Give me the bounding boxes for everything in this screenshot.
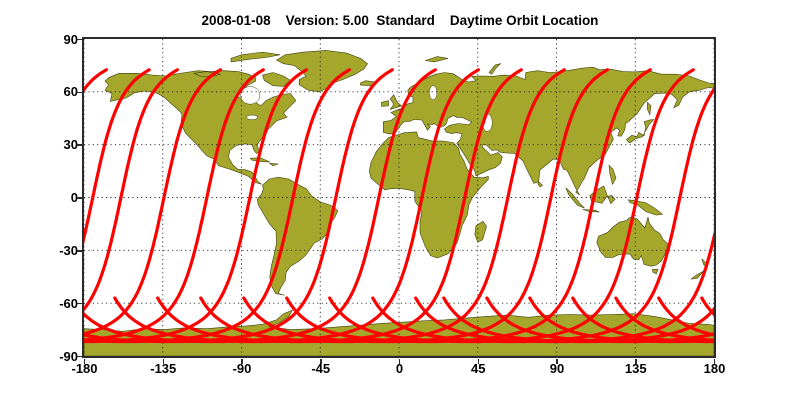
- orbit-track: [84, 68, 180, 312]
- y-tick-mark: [77, 250, 82, 252]
- y-tick-mark: [77, 197, 82, 199]
- y-tick-mark: [77, 355, 82, 358]
- y-tick-mark: [77, 302, 82, 305]
- land-shape: [230, 51, 281, 63]
- land-shape: [626, 119, 655, 144]
- y-tick-label: -30: [59, 242, 78, 258]
- y-tick-label: 30: [63, 137, 78, 153]
- y-tick-label: 90: [63, 31, 78, 47]
- land-shape: [474, 220, 487, 243]
- y-tick-mark: [77, 144, 82, 146]
- x-tick-mark: [83, 359, 86, 364]
- land-shape: [425, 56, 449, 63]
- land-shape: [360, 80, 376, 87]
- land-shape: [381, 100, 389, 107]
- land-shape: [383, 66, 714, 196]
- y-tick-mark: [77, 91, 82, 94]
- land-shape: [104, 70, 297, 185]
- orbit-track: [84, 68, 265, 342]
- x-tick-label: -180: [71, 361, 98, 376]
- x-tick-mark: [477, 359, 479, 364]
- y-tick-label: 0: [70, 190, 78, 205]
- orbit-track: [84, 68, 151, 245]
- inland-water: [240, 86, 261, 105]
- land-shape: [268, 162, 279, 167]
- x-tick-label: 135: [624, 361, 647, 376]
- land-shape: [537, 181, 543, 188]
- orbit-track-layer: [84, 68, 714, 344]
- y-tick-mark: [77, 38, 82, 41]
- orbit-track: [371, 86, 714, 344]
- x-tick-label: -90: [232, 361, 252, 376]
- inland-water: [246, 114, 258, 120]
- x-tick-mark: [241, 359, 243, 364]
- y-tick-label: -90: [59, 348, 78, 364]
- x-tick-label: 180: [703, 361, 726, 376]
- y-tick-label: 60: [63, 84, 78, 100]
- x-tick-label: 0: [395, 361, 404, 376]
- figure-title: 2008-01-08 Version: 5.00 Standard Daytim…: [201, 13, 599, 28]
- plot-frame: [82, 37, 716, 358]
- x-tick-mark: [635, 359, 637, 364]
- land-shape: [652, 269, 659, 275]
- y-tick-label: -60: [59, 295, 78, 311]
- x-tick-label: 90: [549, 361, 565, 376]
- x-tick-label: -135: [150, 361, 177, 376]
- inland-water: [429, 85, 438, 101]
- x-tick-mark: [398, 359, 401, 364]
- x-tick-label: -45: [311, 361, 331, 376]
- orbit-track: [84, 68, 223, 336]
- x-tick-mark: [320, 359, 322, 364]
- land-shape: [565, 187, 585, 209]
- x-tick-mark: [713, 359, 716, 364]
- world-map-plot: [84, 39, 714, 356]
- land-shape: [608, 164, 617, 186]
- x-tick-label: 45: [471, 361, 486, 376]
- land-shape: [646, 101, 652, 116]
- x-tick-mark: [162, 359, 164, 364]
- x-tick-mark: [556, 359, 558, 364]
- land-shape: [488, 63, 502, 75]
